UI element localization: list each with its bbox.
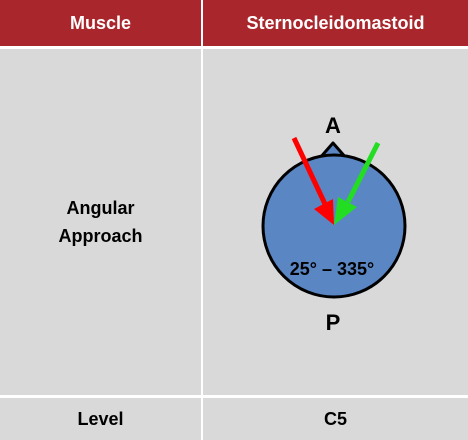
level-value: C5	[323, 408, 347, 429]
green-arrow-shaft	[345, 141, 381, 204]
angular-approach-label-cell: Angular Approach	[0, 49, 201, 395]
green-arrow-head-icon	[334, 197, 357, 225]
header-muscle-name: Sternocleidomastoid	[203, 0, 468, 46]
level-label: Level	[77, 408, 124, 429]
header-divider	[0, 46, 468, 49]
nose-join-fill	[316, 159, 352, 167]
anterior-label: A	[325, 113, 341, 138]
posterior-label: P	[326, 310, 341, 335]
approach-diagram-svg: A 25° – 335° P	[261, 113, 407, 335]
head-circle	[261, 153, 407, 299]
angular-approach-label: Angular Approach	[58, 198, 143, 246]
header-muscle-name-label: Sternocleidomastoid	[246, 12, 425, 33]
angular-approach-diagram: A 25° – 335° P	[203, 49, 468, 395]
level-value-cell: C5	[203, 398, 468, 440]
red-arrow-head-icon	[314, 199, 334, 225]
red-arrow-shaft	[291, 136, 328, 206]
column-divider	[201, 0, 203, 440]
row-divider	[0, 395, 468, 398]
level-label-cell: Level	[0, 398, 201, 440]
header-muscle-label: Muscle	[69, 12, 132, 33]
header-muscle: Muscle	[0, 0, 201, 46]
angle-range-label: 25° – 335°	[290, 259, 374, 279]
